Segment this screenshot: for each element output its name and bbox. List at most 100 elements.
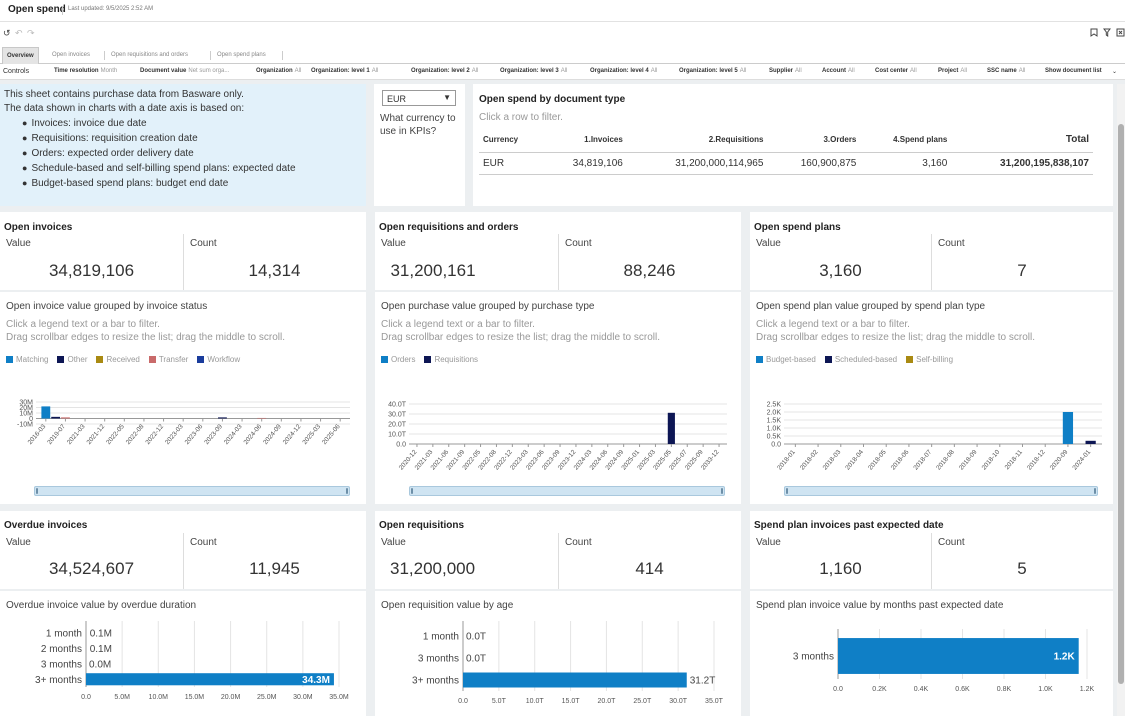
tab-overview[interactable]: Overview xyxy=(2,47,39,64)
kpi-count-label: Count xyxy=(190,238,217,249)
legend-label: Transfer xyxy=(158,355,189,364)
x-tick-label: 10.0T xyxy=(526,698,545,705)
x-tick-label: 2022-08 xyxy=(125,423,146,446)
legend-item[interactable]: Requisitions xyxy=(424,355,478,364)
title-divider xyxy=(62,6,63,15)
kpi-divider xyxy=(183,533,184,589)
control-name: Project xyxy=(938,68,959,74)
y-tick-label: 3+ months xyxy=(412,676,459,687)
chart-hint-2: Drag scrollbar edges to resize the list;… xyxy=(6,332,286,343)
chart-scrollbar[interactable] xyxy=(409,486,725,496)
spend-plan-past-title: Spend plan invoices past expected date xyxy=(754,520,944,531)
table-cell: 34,819,106 xyxy=(542,152,627,175)
info-bullet-list: Invoices: invoice due date Requisitions:… xyxy=(4,116,362,191)
x-tick-label: 15.0M xyxy=(185,694,205,701)
purchase-type-bar-chart[interactable]: 40.0T30.0T20.0T10.0T0.02020-122021-03202… xyxy=(375,392,741,482)
x-tick-label: 2019-07 xyxy=(46,423,67,446)
page-scrollbar[interactable] xyxy=(1117,84,1125,716)
legend-item[interactable]: Self-billing xyxy=(906,355,953,364)
x-tick-label: 2018-03 xyxy=(822,448,843,471)
open-spend-plans-title: Open spend plans xyxy=(754,222,841,233)
legend-label: Orders xyxy=(391,355,416,364)
kpi-value-label: Value xyxy=(756,238,781,249)
control-name: Organization: level 3 xyxy=(500,68,559,74)
spend-plan-past-kpi-panel: Spend plan invoices past expected date V… xyxy=(750,511,1113,589)
control-supplier[interactable]: Supplier All xyxy=(769,68,802,74)
months-past-bar-chart[interactable]: 0.0 0.2K 0.4K 0.6K 0.8K 1.0K 1.2K 3 months 1.2K xyxy=(750,617,1113,716)
control-organization-level-5[interactable]: Organization: level 5 All xyxy=(679,68,746,74)
control-show-document-list[interactable]: Show document list xyxy=(1045,68,1102,74)
column-header[interactable]: 4.Spend plans xyxy=(860,128,952,153)
control-ssc-name[interactable]: SSC name All xyxy=(987,68,1025,74)
controls-bar: Controls Time resolution Month Document v… xyxy=(0,64,1125,80)
legend-item[interactable]: Received xyxy=(96,355,140,364)
column-header[interactable]: Total xyxy=(951,128,1093,153)
info-bullet: Orders: expected order delivery date xyxy=(22,146,362,161)
open-requisitions-title: Open requisitions xyxy=(379,520,465,531)
requisition-age-bar-chart[interactable]: 0.0 5.0T 10.0T 15.0T 20.0T 25.0T 30.0T 35.0T 1 m… xyxy=(375,617,741,716)
control-document-value[interactable]: Document value Net sum orga... xyxy=(140,68,229,74)
filter-icon[interactable] xyxy=(1102,28,1112,39)
control-organization-level-4[interactable]: Organization: level 4 All xyxy=(590,68,657,74)
y-tick-label: 0.0 xyxy=(396,442,406,449)
control-cost-center[interactable]: Cost center All xyxy=(875,68,917,74)
bar xyxy=(86,673,334,686)
tab-open-invoices[interactable]: Open invoices xyxy=(52,52,91,58)
tab-open-requisitions-orders[interactable]: Open requisitions and orders xyxy=(111,52,189,58)
column-header[interactable]: 3.Orders xyxy=(767,128,861,153)
control-account[interactable]: Account All xyxy=(822,68,855,74)
control-name: Organization xyxy=(256,68,293,74)
table-row[interactable]: EUR 34,819,106 31,200,000,114,965 160,90… xyxy=(479,152,1093,175)
last-updated: Last updated: 9/5/2025 2:52 AM xyxy=(68,6,154,12)
export-icon[interactable] xyxy=(1116,28,1125,39)
legend-item[interactable]: Transfer xyxy=(148,355,189,364)
page-scrollbar-thumb[interactable] xyxy=(1118,124,1124,684)
legend-item[interactable]: Matching xyxy=(6,355,48,364)
column-header[interactable]: 1.Invoices xyxy=(542,128,627,153)
chart-hint-1: Click a legend text or a bar to filter. xyxy=(756,319,910,330)
open-req-orders-kpi-panel: Open requisitions and orders Value 31,20… xyxy=(375,212,741,290)
column-header[interactable]: 2.Requisitions xyxy=(626,128,768,153)
invoice-status-bar-chart[interactable]: 30M20M10M0-10M2016-032019-072021-032021-… xyxy=(0,392,366,482)
undo-icon[interactable]: ↶ xyxy=(15,28,23,38)
legend-item[interactable]: Orders xyxy=(381,355,415,364)
control-name: Document value xyxy=(140,68,187,74)
legend-item[interactable]: Scheduled-based xyxy=(824,355,897,364)
control-project[interactable]: Project All xyxy=(938,68,967,74)
chart-scrollbar[interactable] xyxy=(34,486,350,496)
open-req-orders-title: Open requisitions and orders xyxy=(379,222,519,233)
legend-item[interactable]: Budget-based xyxy=(756,355,816,364)
y-tick-label: 40.0T xyxy=(388,402,407,409)
chart-legend[interactable]: Matching Other Received Transfer Workflow xyxy=(6,355,249,364)
bookmark-icon[interactable] xyxy=(1090,28,1098,39)
control-organization-level-2[interactable]: Organization: level 2 All xyxy=(411,68,478,74)
legend-item[interactable]: Workflow xyxy=(197,355,240,364)
y-tick-label: 1.5K xyxy=(767,418,782,425)
chart-legend[interactable]: Orders Requisitions xyxy=(381,355,487,364)
x-tick-label: 2025-03 xyxy=(301,423,322,446)
control-name: Time resolution xyxy=(54,68,99,74)
clear-selections-icon[interactable]: ↺ xyxy=(3,28,11,38)
chart-legend[interactable]: Budget-based Scheduled-based Self-billing xyxy=(756,355,962,364)
legend-item[interactable]: Other xyxy=(57,355,87,364)
control-organization-level-3[interactable]: Organization: level 3 All xyxy=(500,68,567,74)
data-label: 34.3M xyxy=(302,675,330,686)
control-time-resolution[interactable]: Time resolution Month xyxy=(54,68,117,74)
control-organization[interactable]: Organization All xyxy=(256,68,301,74)
chart-scrollbar[interactable] xyxy=(784,486,1098,496)
column-header[interactable]: Currency xyxy=(479,128,542,153)
open-req-orders-count: 88,246 xyxy=(623,261,676,280)
open-invoices-value: 34,819,106 xyxy=(48,261,135,280)
legend-swatch xyxy=(824,356,832,363)
y-tick-label: 0.5K xyxy=(767,434,782,441)
x-tick-label: 2018-01 xyxy=(776,448,797,471)
tab-open-spend-plans[interactable]: Open spend plans xyxy=(217,52,266,58)
table-cell: EUR xyxy=(479,152,542,175)
currency-select[interactable]: EUR ▼ xyxy=(382,90,456,106)
redo-icon[interactable]: ↷ xyxy=(27,28,35,38)
x-tick-label: 2023-03 xyxy=(164,423,185,446)
controls-more-icon[interactable]: ⌄ xyxy=(1112,69,1118,75)
overdue-duration-bar-chart[interactable]: 0.0 5.0M 10.0M 15.0M 20.0M 25.0M 30.0M 35.0M 1 m… xyxy=(0,617,366,716)
control-organization-level-1[interactable]: Organization: level 1 All xyxy=(311,68,378,74)
